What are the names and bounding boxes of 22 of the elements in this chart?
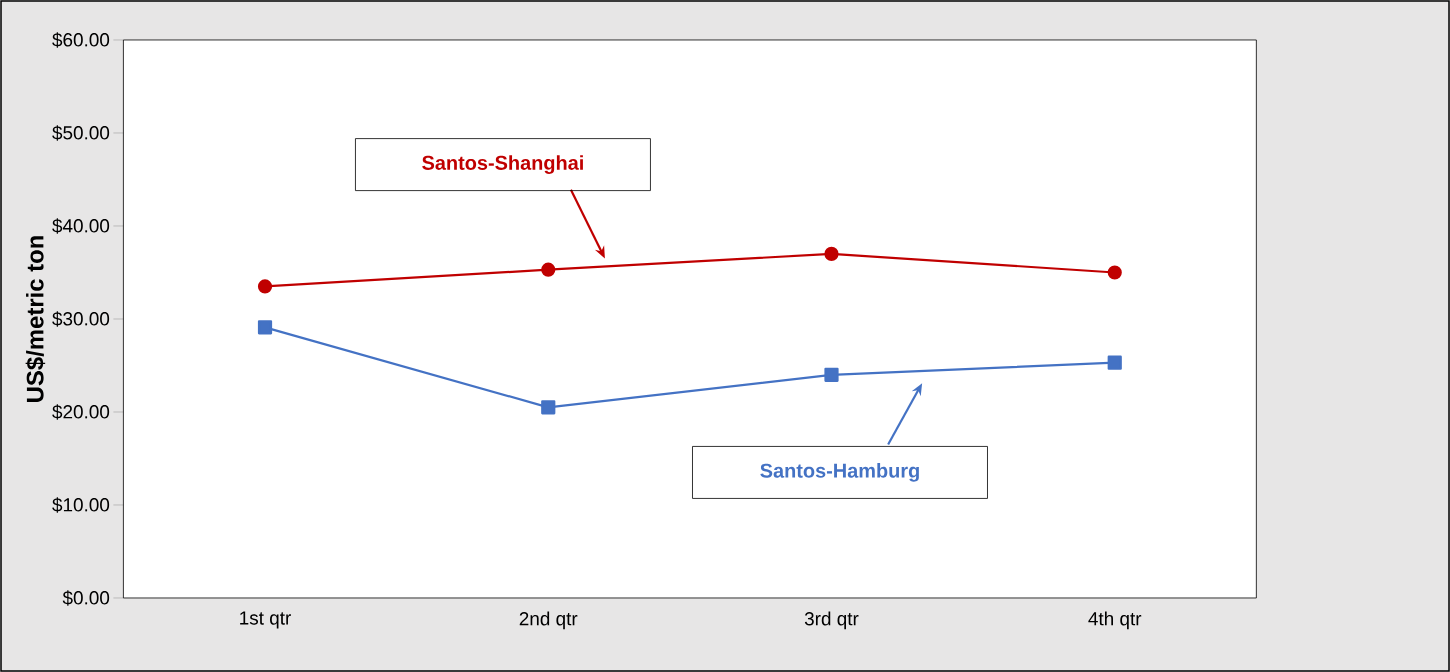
point bbox=[541, 400, 556, 415]
text: Santos-Shanghai bbox=[422, 155, 583, 174]
x-tick-label: 4th qtr bbox=[1088, 611, 1142, 630]
x-tick-label: 3rd qtr bbox=[804, 611, 859, 630]
y-tick-label: $10.00 bbox=[52, 497, 110, 513]
x-tick-label: 1st qtr bbox=[240, 611, 291, 629]
y-tick-label: $40.00 bbox=[52, 218, 110, 234]
point bbox=[824, 246, 839, 261]
point bbox=[1107, 265, 1122, 280]
point bbox=[257, 320, 273, 335]
text: Santos-Hamburg bbox=[760, 463, 919, 482]
y-axis-title: US$/metric ton bbox=[25, 236, 46, 402]
point bbox=[1107, 355, 1122, 370]
y-tick-label: $50.00 bbox=[52, 125, 110, 141]
point bbox=[257, 279, 273, 294]
point bbox=[824, 367, 839, 382]
y-tick-label: $60.00 bbox=[52, 32, 110, 48]
y-tick-label: $0.00 bbox=[62, 590, 110, 606]
y-tick-label: $30.00 bbox=[52, 311, 110, 327]
point bbox=[541, 262, 556, 277]
y-tick-label: $20.00 bbox=[52, 404, 110, 420]
x-tick-label: 2nd qtr bbox=[519, 611, 578, 630]
